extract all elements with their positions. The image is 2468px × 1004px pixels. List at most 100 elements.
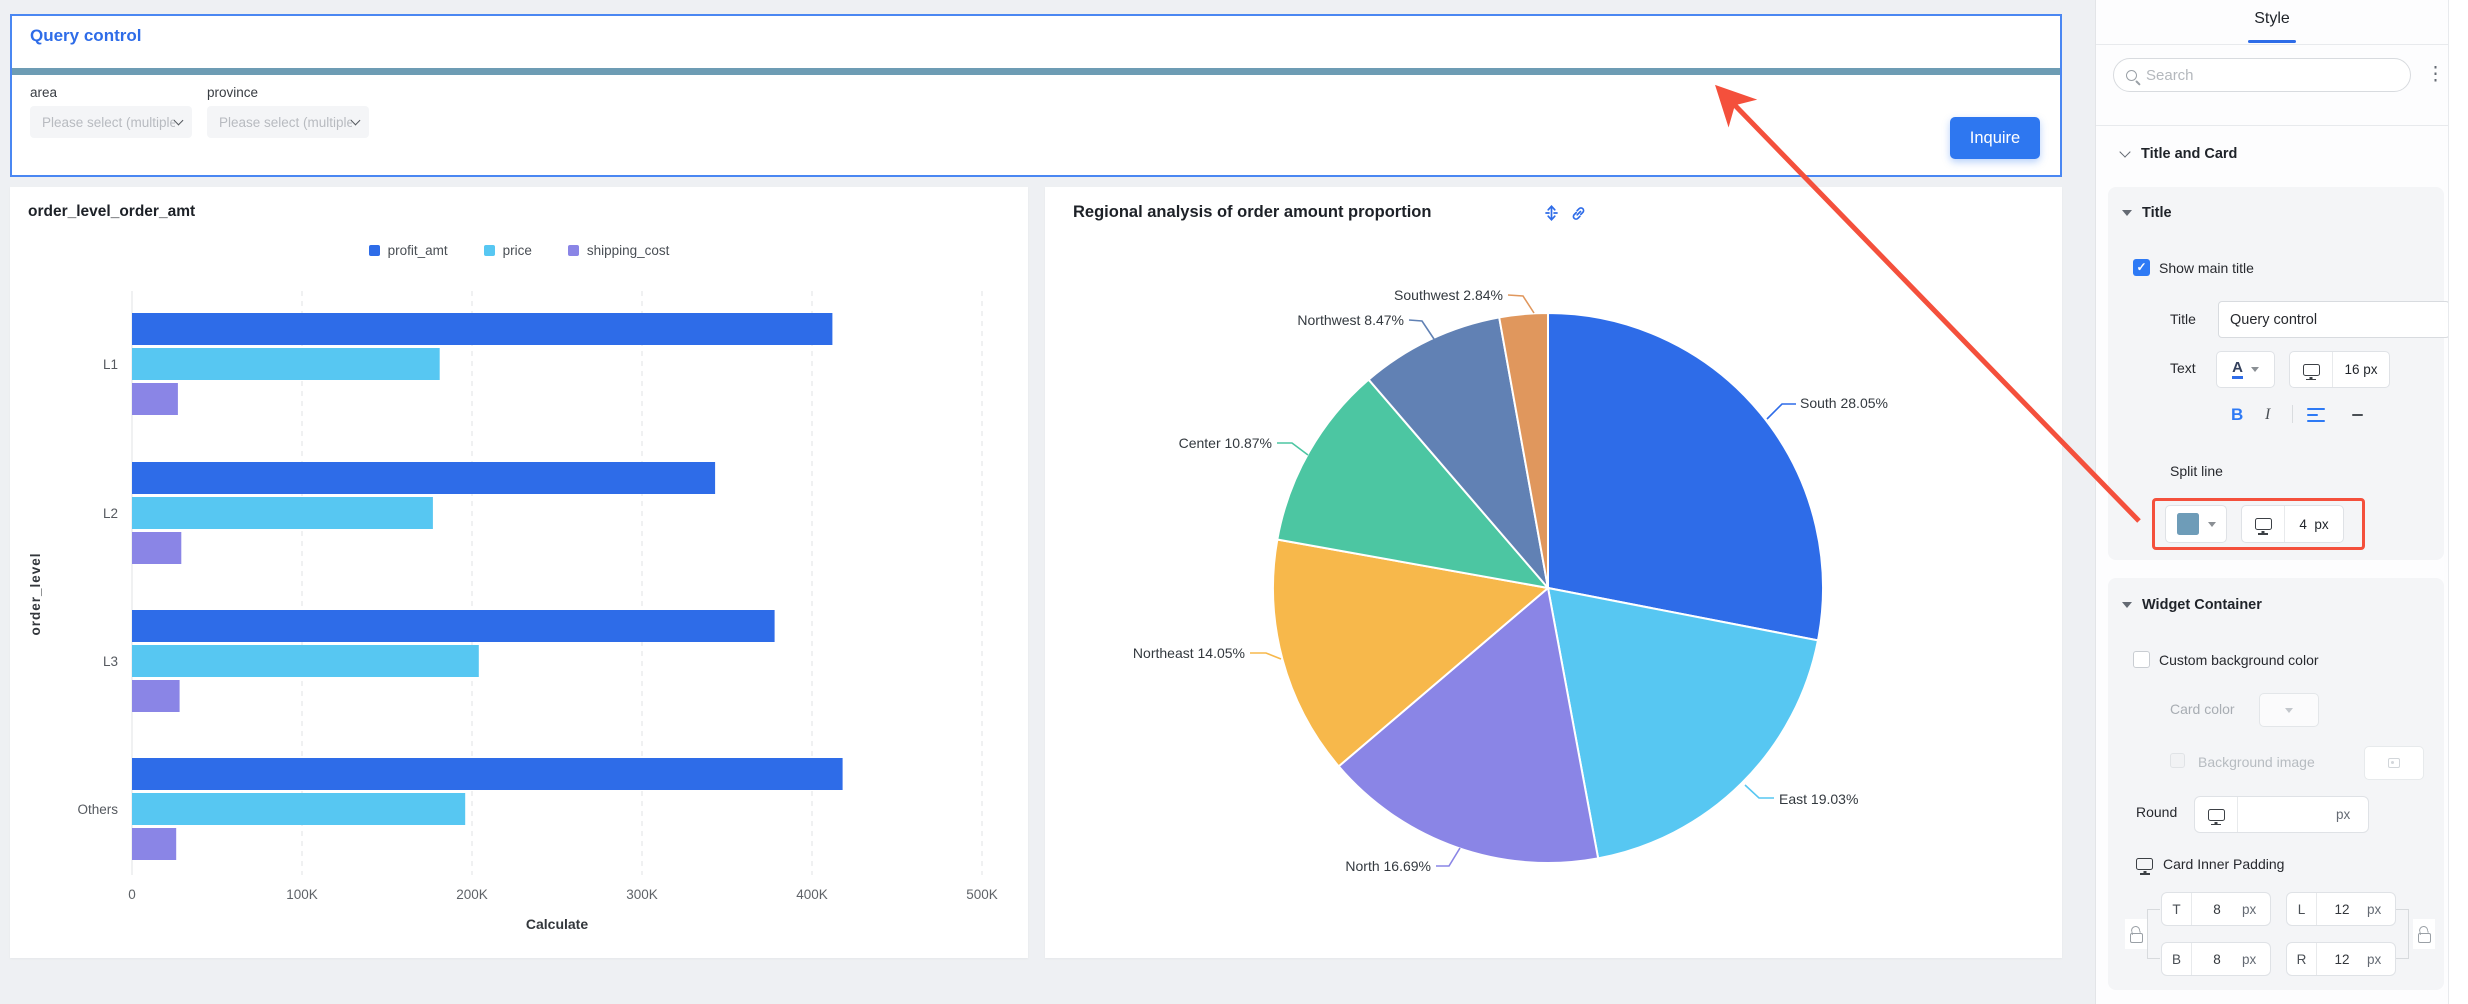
svg-text:L1: L1: [103, 357, 118, 372]
bar-chart-legend: profit_amt price shipping_cost: [10, 243, 1028, 258]
widget-container-card: Widget Container Custom background color…: [2108, 578, 2444, 990]
style-sidebar: Style ⋮ Title and Card Title ✓ Show main…: [2095, 0, 2450, 1004]
tab-style[interactable]: Style: [2254, 10, 2290, 27]
svg-text:Northeast 14.05%: Northeast 14.05%: [1133, 645, 1245, 661]
font-color-glyph: A: [2232, 360, 2243, 379]
padding-left-input[interactable]: L 12 px: [2286, 892, 2396, 926]
bar-chart-widget[interactable]: order_level_order_amt profit_amt price shi…: [10, 187, 1028, 958]
query-control-widget[interactable]: Query control area Please select (multip…: [10, 14, 2062, 177]
card-color-label: Card color: [2170, 701, 2235, 717]
legend-item[interactable]: shipping_cost: [567, 243, 669, 258]
legend-swatch: [483, 245, 495, 256]
padding-right-input[interactable]: R 12 px: [2286, 942, 2396, 976]
background-image-checkbox[interactable]: [2170, 753, 2185, 768]
split-line-size-control[interactable]: 4 px: [2241, 505, 2344, 543]
round-control[interactable]: px: [2194, 796, 2369, 833]
lock-vertical[interactable]: [2125, 919, 2147, 949]
card-inner-padding-head: Card Inner Padding: [2136, 856, 2284, 872]
legend-item[interactable]: profit_amt: [368, 243, 448, 258]
more-options-icon[interactable]: ⋮: [2426, 64, 2445, 85]
svg-text:0: 0: [128, 887, 136, 902]
area-select[interactable]: Please select (multiple ...: [30, 106, 192, 138]
lock-horizontal[interactable]: [2413, 919, 2435, 949]
pie-chart-title: Regional analysis of order amount propor…: [1073, 203, 1432, 221]
section-title-and-card[interactable]: Title and Card: [2119, 146, 2237, 162]
area-select-placeholder: Please select (multiple ...: [42, 114, 175, 130]
search-icon: [2126, 69, 2137, 81]
query-control-title: Query control: [30, 26, 142, 45]
search-input[interactable]: [2146, 66, 2398, 84]
font-color-picker[interactable]: A: [2216, 351, 2275, 388]
show-main-title-label: Show main title: [2159, 260, 2254, 276]
card-color-picker[interactable]: [2259, 693, 2319, 727]
legend-item[interactable]: price: [483, 243, 532, 258]
caret-down-icon: [2285, 707, 2293, 713]
legend-label: price: [502, 243, 532, 258]
align-left-button[interactable]: [2307, 408, 2325, 422]
annotation-highlight-box: [2152, 498, 2365, 550]
title-field-label: Title: [2170, 311, 2196, 327]
show-main-title-checkbox[interactable]: ✓: [2133, 259, 2150, 276]
screen-size-icon: [2302, 363, 2320, 376]
svg-text:East 19.03%: East 19.03%: [1779, 791, 1858, 807]
screen-size-icon: [2254, 518, 2272, 530]
widget-container-toggle[interactable]: Widget Container: [2122, 597, 2262, 613]
italic-button[interactable]: I: [2265, 406, 2271, 423]
svg-text:Center 10.87%: Center 10.87%: [1179, 435, 1272, 451]
svg-text:400K: 400K: [796, 887, 828, 902]
pie-chart-plot: South 28.05% East 19.03% North 16.69% North…: [1133, 287, 1888, 874]
card-inner-padding-label: Card Inner Padding: [2163, 856, 2285, 872]
svg-text:300K: 300K: [626, 887, 658, 902]
split-line-size-value: 4 px: [2299, 516, 2329, 532]
svg-text:L3: L3: [103, 654, 118, 669]
bar-chart-plot: 0 100K 200K 300K 400K 500K L1 L2 L3 Others Calcula…: [28, 291, 998, 932]
triangle-down-icon: [2122, 602, 2132, 608]
style-search[interactable]: [2113, 58, 2411, 92]
unlock-icon: [2417, 932, 2431, 943]
filter-label-province: province: [207, 85, 259, 100]
caret-down-icon: [2250, 367, 2259, 372]
collapsed-panel-strip[interactable]: [2448, 0, 2468, 1004]
chevron-down-icon: [2119, 146, 2131, 158]
background-image-label: Background image: [2198, 754, 2315, 770]
svg-text:Northwest 8.47%: Northwest 8.47%: [1297, 312, 1404, 328]
screen-size-icon: [2136, 858, 2153, 870]
bold-button[interactable]: B: [2231, 405, 2244, 424]
svg-text:Calculate: Calculate: [526, 916, 588, 932]
title-subsection-toggle[interactable]: Title: [2122, 205, 2172, 221]
tab-active-underline: [2248, 40, 2296, 43]
align-right-button[interactable]: [2345, 408, 2363, 422]
font-size-control[interactable]: 16 px: [2289, 351, 2390, 388]
title-settings-card: Title ✓ Show main title Title Query cont…: [2108, 187, 2450, 560]
svg-text:South 28.05%: South 28.05%: [1800, 395, 1888, 411]
chevron-down-icon: [173, 115, 184, 125]
svg-text:200K: 200K: [456, 887, 488, 902]
title-value-input[interactable]: Query control: [2218, 301, 2450, 338]
split-line-color-picker[interactable]: [2165, 505, 2227, 543]
screen-size-icon: [2207, 808, 2225, 821]
svg-text:500K: 500K: [966, 887, 998, 902]
round-px-suffix: px: [2336, 807, 2351, 822]
triangle-down-icon: [2122, 210, 2132, 216]
background-image-button[interactable]: [2364, 746, 2424, 780]
link-icon[interactable]: [1570, 205, 1587, 222]
inquire-button[interactable]: Inquire: [1950, 117, 2040, 159]
font-size-value: 16 px: [2344, 362, 2378, 377]
custom-bg-label: Custom background color: [2159, 652, 2319, 668]
province-select[interactable]: Please select (multiple ...: [207, 106, 369, 138]
text-field-label: Text: [2170, 360, 2196, 376]
image-icon: [2388, 758, 2400, 768]
legend-swatch: [567, 245, 579, 256]
padding-bottom-input[interactable]: B 8 px: [2161, 942, 2271, 976]
filter-label-area: area: [30, 85, 58, 100]
padding-top-input[interactable]: T 8 px: [2161, 892, 2271, 926]
bar-chart-title: order_level_order_amt: [28, 203, 196, 220]
pie-chart-widget[interactable]: Regional analysis of order amount propor…: [1045, 187, 2062, 958]
drill-linkage-icon[interactable]: [1543, 204, 1560, 222]
custom-bg-checkbox[interactable]: [2133, 651, 2150, 668]
caret-down-icon: [2207, 521, 2216, 527]
split-line-label: Split line: [2170, 463, 2223, 479]
legend-label: profit_amt: [387, 243, 448, 258]
query-control-split-line: [12, 68, 2060, 75]
